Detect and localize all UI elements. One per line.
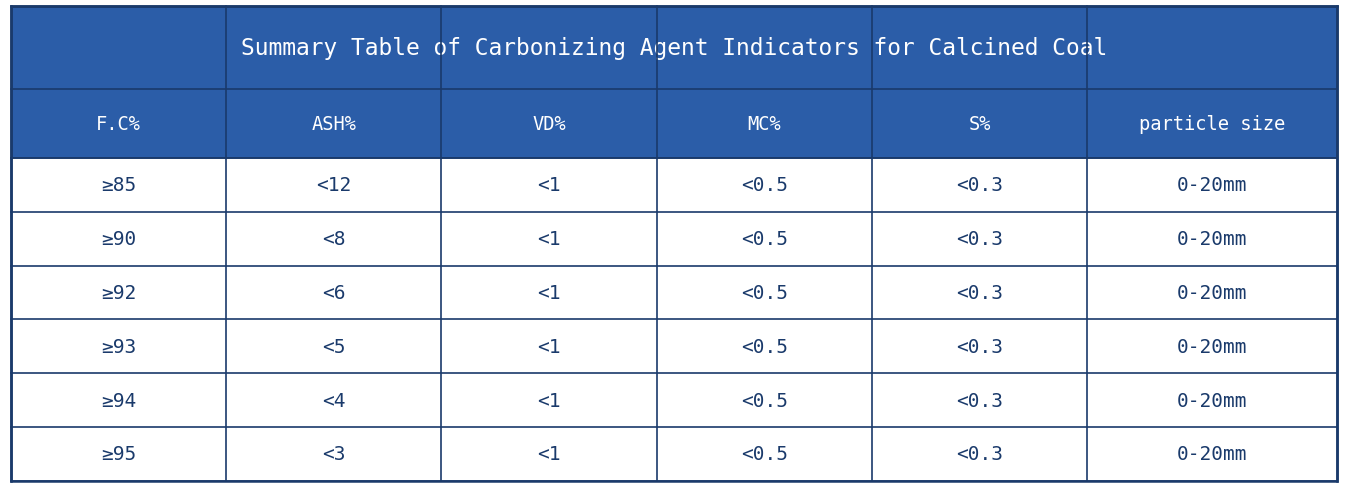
Text: S%: S% <box>968 115 991 134</box>
Text: MC%: MC% <box>748 115 782 134</box>
Bar <box>872 320 1088 373</box>
Text: <4: <4 <box>322 391 345 410</box>
Text: <0.3: <0.3 <box>956 337 1003 356</box>
Bar <box>1088 212 1337 266</box>
Text: <1: <1 <box>538 230 561 249</box>
Text: <1: <1 <box>538 445 561 463</box>
Text: 0-20mm: 0-20mm <box>1177 337 1248 356</box>
Text: <1: <1 <box>538 337 561 356</box>
Text: <0.5: <0.5 <box>741 391 789 410</box>
Bar <box>1088 90 1337 159</box>
Text: ≥85: ≥85 <box>101 176 136 195</box>
Bar <box>226 373 441 427</box>
Text: <0.3: <0.3 <box>956 391 1003 410</box>
Text: 0-20mm: 0-20mm <box>1177 391 1248 410</box>
Text: <0.5: <0.5 <box>741 230 789 249</box>
Bar <box>226 266 441 320</box>
Bar <box>226 427 441 481</box>
Bar <box>226 212 441 266</box>
Text: <1: <1 <box>538 391 561 410</box>
Bar <box>872 427 1088 481</box>
Text: ≥94: ≥94 <box>101 391 136 410</box>
Text: 0-20mm: 0-20mm <box>1177 445 1248 463</box>
Text: <12: <12 <box>317 176 352 195</box>
Text: ≥95: ≥95 <box>101 445 136 463</box>
Bar <box>872 373 1088 427</box>
Bar <box>226 90 441 159</box>
Text: <5: <5 <box>322 337 345 356</box>
Bar <box>656 320 872 373</box>
Bar <box>872 90 1088 159</box>
Bar <box>441 212 656 266</box>
Bar <box>441 90 656 159</box>
Bar <box>1088 159 1337 212</box>
Bar <box>656 90 872 159</box>
Text: <1: <1 <box>538 284 561 303</box>
Text: <0.5: <0.5 <box>741 284 789 303</box>
Bar <box>441 427 656 481</box>
Bar <box>1088 373 1337 427</box>
Text: Summary Table of Carbonizing Agent Indicators for Calcined Coal: Summary Table of Carbonizing Agent Indic… <box>241 37 1107 60</box>
Text: <1: <1 <box>538 176 561 195</box>
Bar <box>1088 320 1337 373</box>
Bar <box>441 373 656 427</box>
Bar <box>11 427 226 481</box>
Text: ASH%: ASH% <box>311 115 356 134</box>
Text: <0.5: <0.5 <box>741 337 789 356</box>
Bar <box>656 266 872 320</box>
Text: ≥92: ≥92 <box>101 284 136 303</box>
Bar <box>11 212 226 266</box>
Text: <0.5: <0.5 <box>741 445 789 463</box>
Text: <0.5: <0.5 <box>741 176 789 195</box>
Bar <box>441 320 656 373</box>
Bar <box>226 320 441 373</box>
Text: <0.3: <0.3 <box>956 176 1003 195</box>
Bar <box>11 90 226 159</box>
Bar <box>656 212 872 266</box>
Text: <0.3: <0.3 <box>956 284 1003 303</box>
Bar <box>656 373 872 427</box>
Bar <box>11 266 226 320</box>
Bar <box>11 7 1337 90</box>
Bar <box>11 373 226 427</box>
Bar <box>656 159 872 212</box>
Text: particle size: particle size <box>1139 115 1286 134</box>
Text: <0.3: <0.3 <box>956 230 1003 249</box>
Text: ≥93: ≥93 <box>101 337 136 356</box>
Text: 0-20mm: 0-20mm <box>1177 230 1248 249</box>
Bar <box>1088 427 1337 481</box>
Bar <box>1088 266 1337 320</box>
Bar <box>226 159 441 212</box>
Text: <8: <8 <box>322 230 345 249</box>
Text: ≥90: ≥90 <box>101 230 136 249</box>
Bar <box>872 266 1088 320</box>
Text: VD%: VD% <box>532 115 566 134</box>
Text: <3: <3 <box>322 445 345 463</box>
Bar <box>441 266 656 320</box>
Bar <box>656 427 872 481</box>
Bar <box>872 159 1088 212</box>
Bar <box>11 320 226 373</box>
Text: <6: <6 <box>322 284 345 303</box>
Text: 0-20mm: 0-20mm <box>1177 284 1248 303</box>
Text: F.C%: F.C% <box>96 115 142 134</box>
Bar <box>872 212 1088 266</box>
Text: 0-20mm: 0-20mm <box>1177 176 1248 195</box>
Bar <box>11 159 226 212</box>
Text: <0.3: <0.3 <box>956 445 1003 463</box>
Bar <box>441 159 656 212</box>
